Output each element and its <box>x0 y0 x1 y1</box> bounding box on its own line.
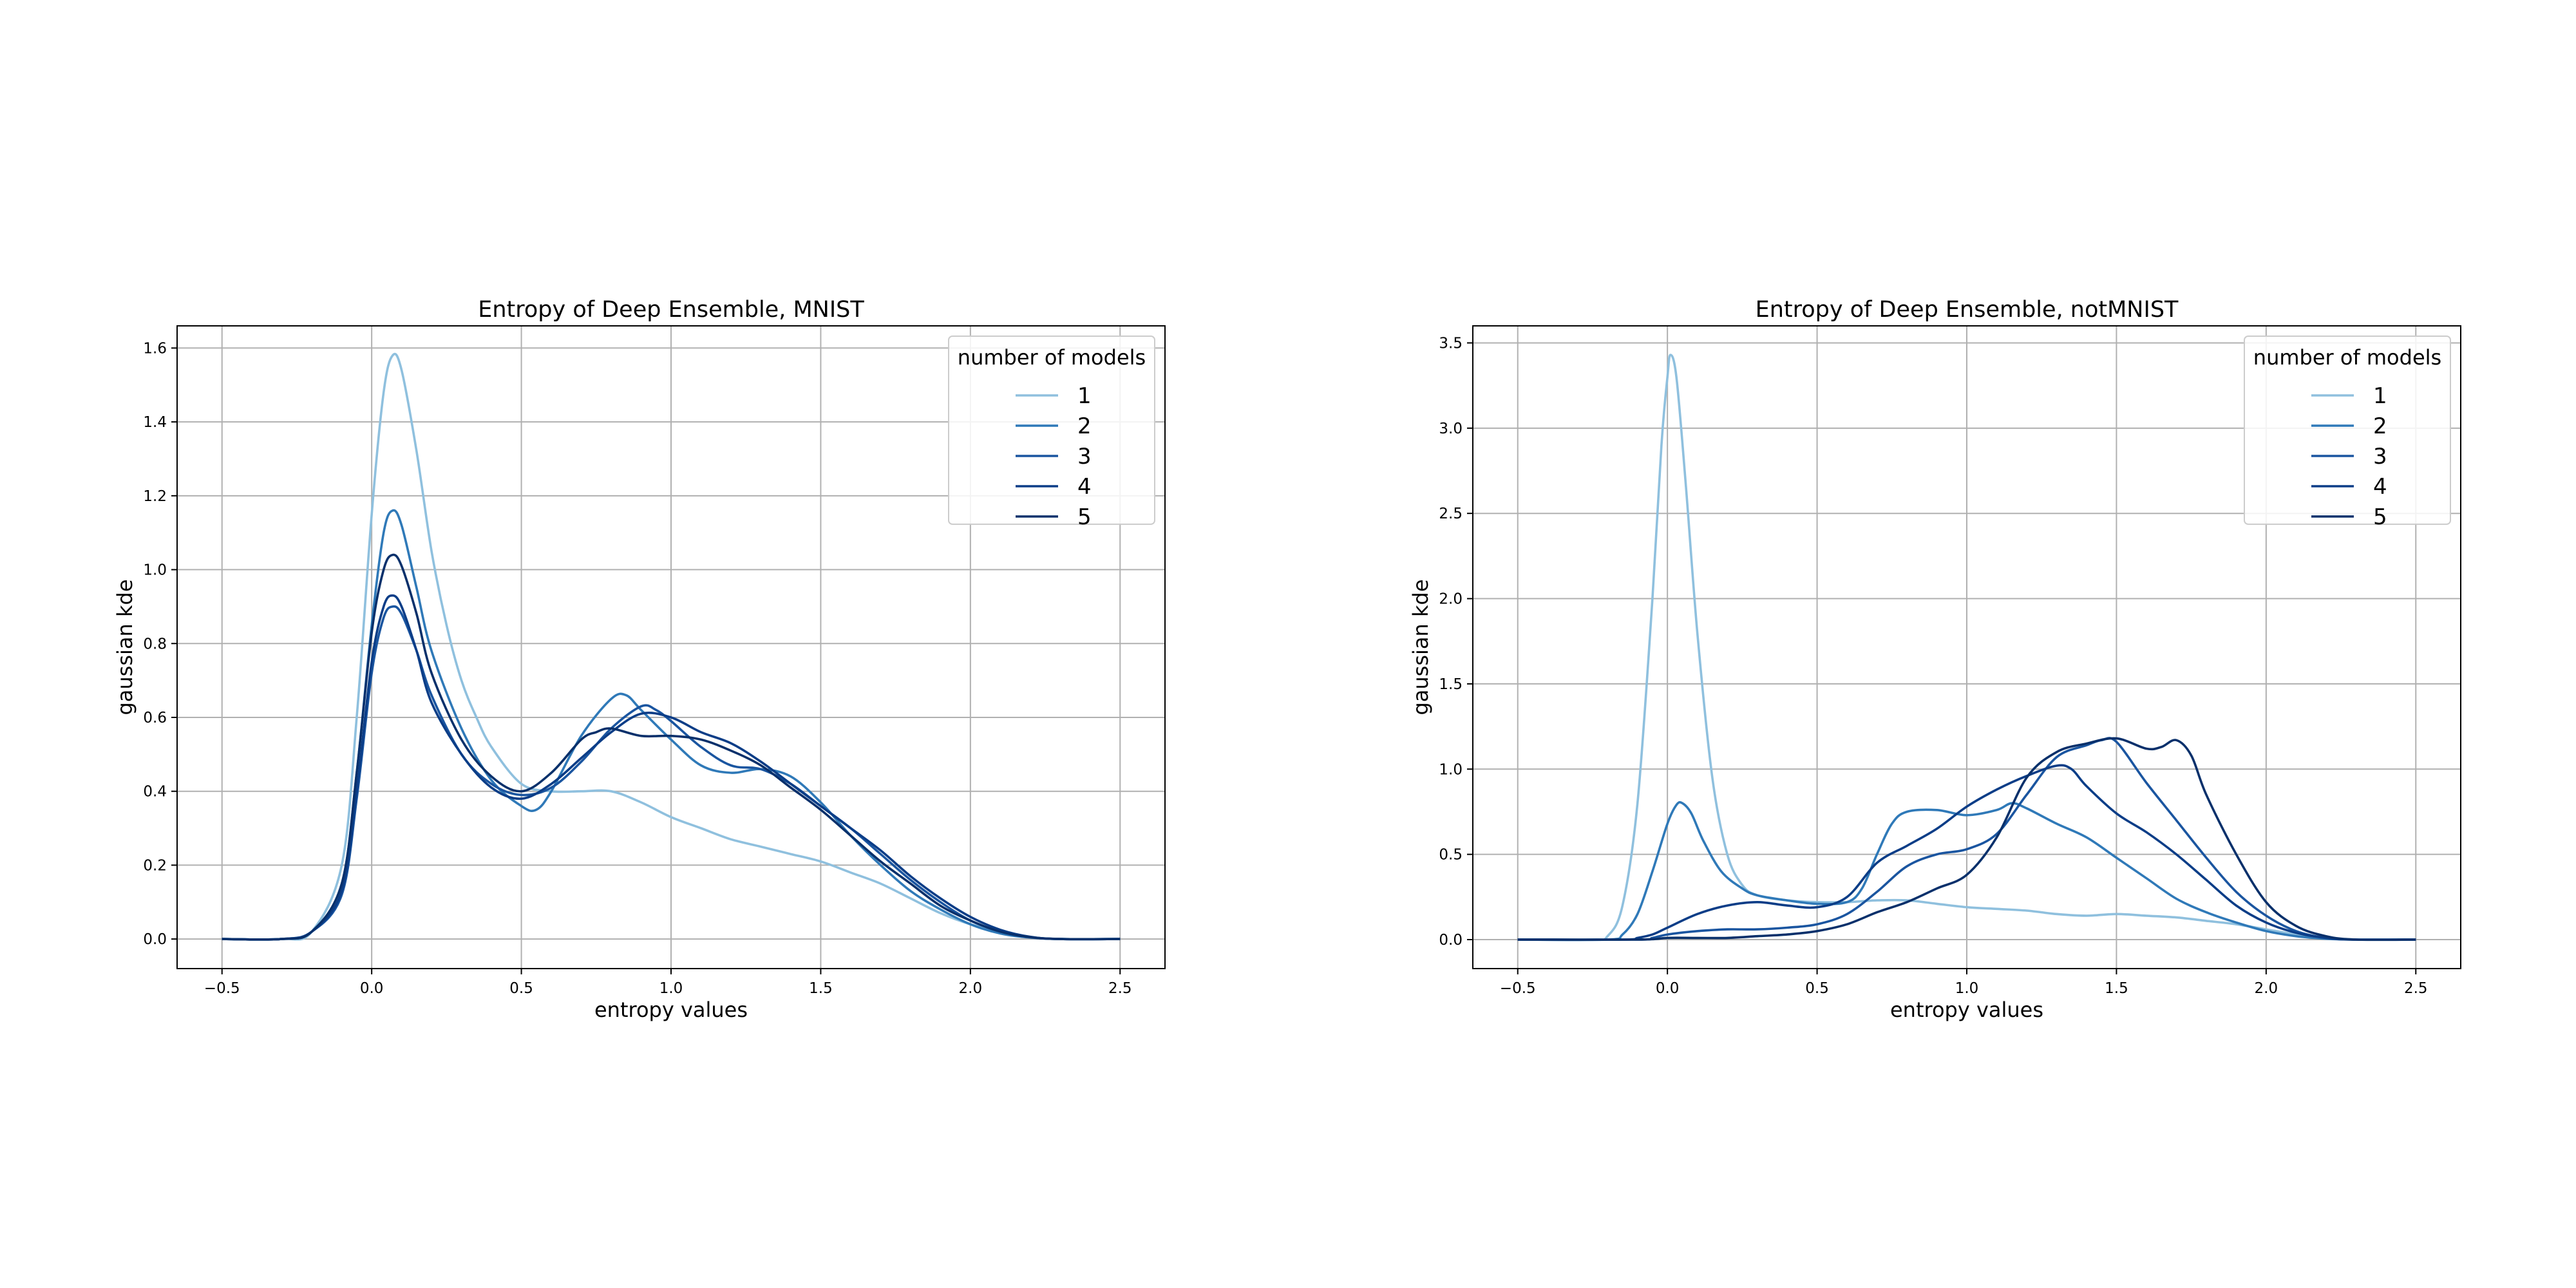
x-axis-label: entropy values <box>594 998 748 1022</box>
y-tick-label: 0.6 <box>143 710 167 726</box>
x-tick-label: 2.5 <box>1108 980 1132 997</box>
y-tick-label: 0.0 <box>143 931 167 948</box>
x-tick-label: 1.5 <box>2105 980 2128 997</box>
y-tick-label: 0.4 <box>143 784 167 800</box>
legend-label-2: 2 <box>1077 413 1092 439</box>
legend-label-5: 5 <box>2373 504 2387 530</box>
y-tick-label: 1.2 <box>143 488 167 505</box>
legend: number of models 1 2 3 4 5 <box>948 336 1155 530</box>
legend-label-3: 3 <box>1077 444 1092 469</box>
legend-label-3: 3 <box>2373 444 2387 469</box>
chart-mnist: −0.5 0.0 0.5 1.0 1.5 2.0 2.5 0.0 0.2 0.4 0.6 0.8 1.0… <box>113 297 1166 1022</box>
x-tick-label: 2.0 <box>2255 980 2278 997</box>
x-tick-label: 1.0 <box>1955 980 1979 997</box>
legend-label-1: 1 <box>2373 383 2387 409</box>
y-tick-label: 0.5 <box>1439 847 1463 864</box>
y-tick-label: 0.2 <box>143 857 167 874</box>
series-line-5 <box>222 553 1121 941</box>
series-line-2 <box>1517 800 2416 942</box>
x-tick-label: 2.0 <box>959 980 983 997</box>
series-line-5 <box>1517 737 2416 942</box>
legend-title: number of models <box>958 345 1146 370</box>
series-line-1 <box>222 352 1121 941</box>
series-line-4 <box>1517 764 2416 941</box>
x-tick-label: 1.0 <box>659 980 683 997</box>
x-tick-label: −0.5 <box>1500 980 1536 997</box>
legend-title: number of models <box>2253 345 2441 370</box>
y-tick-label: 0.0 <box>1439 932 1463 949</box>
y-axis-label: gaussian kde <box>1408 579 1433 715</box>
y-tick-label: 1.6 <box>143 340 167 357</box>
y-tick-label: 0.8 <box>143 636 167 652</box>
legend-label-2: 2 <box>2373 413 2387 439</box>
chart-title: Entropy of Deep Ensemble, MNIST <box>478 297 864 323</box>
y-axis-label: gaussian kde <box>113 579 137 715</box>
chart-title: Entropy of Deep Ensemble, notMNIST <box>1756 297 2179 323</box>
legend-label-1: 1 <box>1077 383 1092 409</box>
legend-label-5: 5 <box>1077 504 1092 530</box>
series-line-3 <box>1517 737 2416 941</box>
x-tick-label: 2.5 <box>2404 980 2428 997</box>
legend: number of models 1 2 3 4 5 <box>2244 336 2451 530</box>
y-tick-label: 3.0 <box>1439 421 1463 437</box>
y-tick-label: 1.5 <box>1439 676 1463 693</box>
x-axis-label: entropy values <box>1890 998 2043 1022</box>
x-tick-label: 0.0 <box>360 980 384 997</box>
legend-label-4: 4 <box>1077 474 1092 500</box>
legend-label-4: 4 <box>2373 474 2387 500</box>
x-tick-label: 1.5 <box>809 980 833 997</box>
y-tick-label: 1.0 <box>143 562 167 579</box>
y-tick-label: 3.5 <box>1439 335 1463 352</box>
y-tick-label: 2.5 <box>1439 506 1463 522</box>
x-tick-label: 0.5 <box>509 980 533 997</box>
x-tick-label: −0.5 <box>204 980 240 997</box>
legend-box <box>948 336 1155 525</box>
y-tick-label: 1.0 <box>1439 761 1463 778</box>
x-tick-label: 0.5 <box>1805 980 1829 997</box>
chart-notmnist: −0.5 0.0 0.5 1.0 1.5 2.0 2.5 0.0 0.5 1.0 1.5 2.0 2.5… <box>1408 297 2461 1022</box>
legend-box <box>2244 336 2451 525</box>
y-tick-label: 2.0 <box>1439 591 1463 608</box>
y-tick-label: 1.4 <box>143 414 167 431</box>
series-line-4 <box>222 594 1121 941</box>
x-tick-label: 0.0 <box>1656 980 1680 997</box>
